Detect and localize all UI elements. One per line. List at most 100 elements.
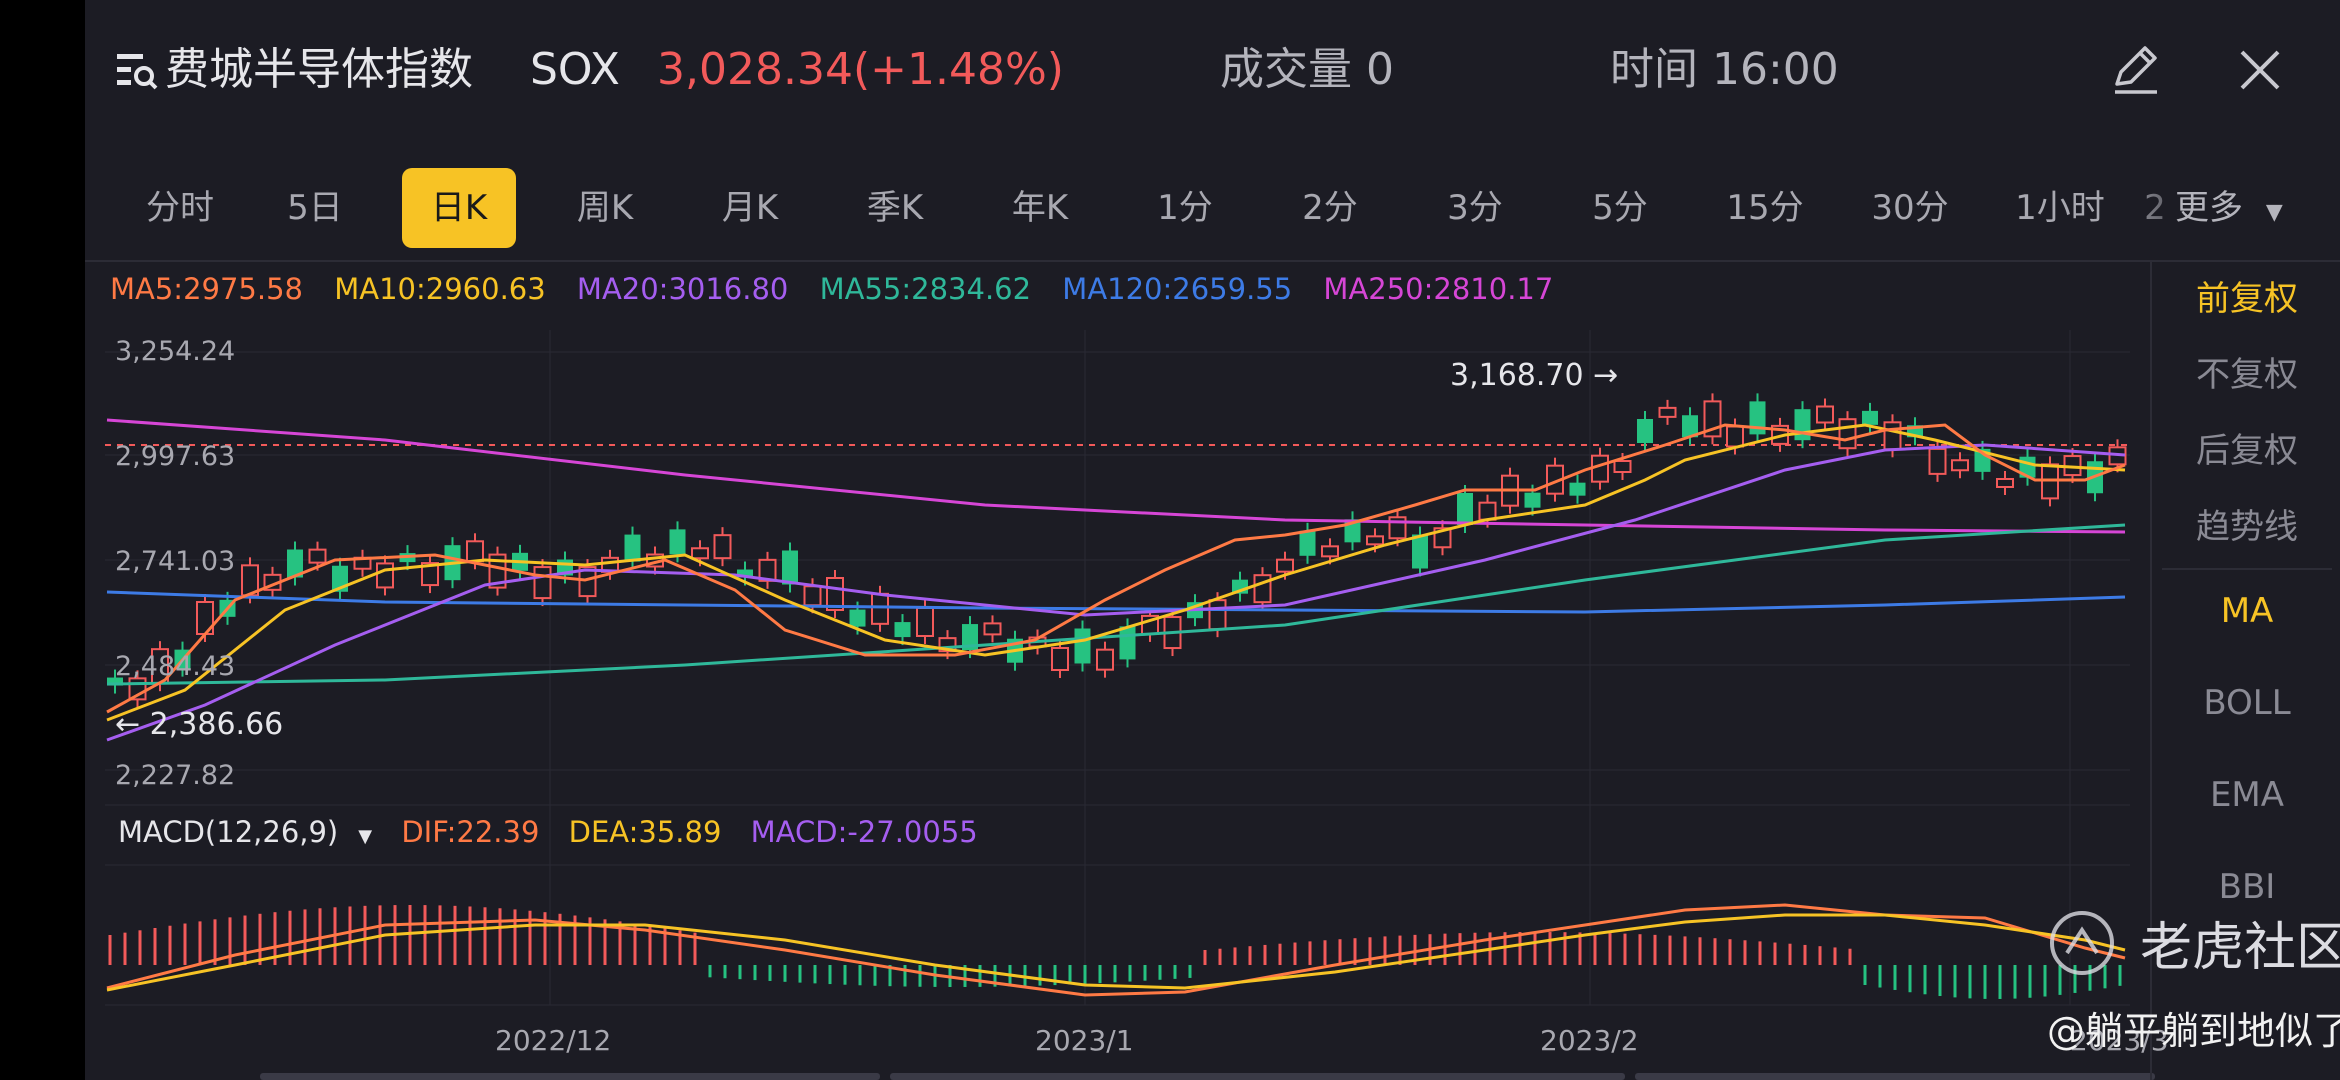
candle (669, 529, 686, 555)
tab-quarterly-k[interactable]: 季K (866, 188, 924, 228)
side-backward-adjust[interactable]: 后复权 (2196, 431, 2298, 471)
tab-daily-k[interactable]: 日K (402, 168, 516, 248)
tab-weekly-k[interactable]: 周K (576, 188, 634, 228)
scrollbar-segment[interactable] (890, 1073, 1625, 1080)
y-axis-label: 2,484.43 (115, 651, 236, 682)
candle (962, 624, 978, 651)
candle (1096, 648, 1114, 671)
candle (1928, 447, 1947, 475)
ma55-value: MA55:2834.62 (819, 272, 1032, 306)
side-ma[interactable]: MA (2220, 591, 2274, 631)
menu-search-icon[interactable] (115, 48, 159, 92)
tab-5min[interactable]: 5分 (1592, 188, 1648, 228)
side-boll[interactable]: BOLL (2203, 683, 2291, 723)
period-high-label: 3,168.70 → (1450, 358, 1619, 393)
candle (849, 609, 866, 627)
candle (421, 562, 439, 587)
candle (1838, 418, 1857, 450)
tab-15min[interactable]: 15分 (1726, 188, 1804, 228)
ma-legend: MA5:2975.58 MA10:2960.63 MA20:3016.80 MA… (110, 272, 1575, 306)
tab-30min[interactable]: 30分 (1871, 188, 1949, 228)
tab-yearly-k[interactable]: 年K (1011, 188, 1069, 228)
candle (782, 550, 798, 585)
ma250-line (106, 418, 2126, 534)
side-forward-adjust[interactable]: 前复权 (2196, 279, 2298, 319)
dea-value: DEA:35.89 (568, 815, 722, 849)
candle (1051, 647, 1069, 671)
candle (1321, 545, 1339, 558)
candle (1457, 493, 1473, 525)
candle (1412, 534, 1428, 569)
time-label: 时间 16:00 (1610, 44, 1839, 95)
candle (488, 553, 507, 589)
candle (533, 566, 552, 600)
tab-intraday[interactable]: 分时 (146, 188, 214, 228)
side-trendline[interactable]: 趋势线 (2196, 507, 2298, 547)
candle (1658, 406, 1677, 418)
candle (1074, 628, 1091, 664)
candle (1524, 492, 1541, 508)
x-axis-label: 2023/2 (1540, 1024, 1639, 1057)
tab-1min[interactable]: 1分 (1157, 188, 1213, 228)
scrollbar-segment[interactable] (1635, 1073, 2155, 1080)
tab-1hour[interactable]: 1小时 (2015, 188, 2105, 228)
candle (1299, 530, 1316, 556)
ma5-value: MA5:2975.58 (110, 272, 304, 306)
candle (1637, 419, 1653, 443)
candle (1569, 482, 1586, 496)
ma-lines (106, 418, 2126, 742)
x-axis-label: 2023/1 (1035, 1024, 1134, 1057)
watermark-brand: 老虎社区 (2140, 918, 2340, 978)
index-symbol: SOX (530, 44, 620, 95)
macd-legend[interactable]: MACD(12,26,9) ▼ DIF:22.39 DEA:35.89 MACD:… (118, 815, 998, 849)
quote-panel: 费城半导体指数 SOX 3,028.34(+1.48%) 成交量 0 时间 16… (85, 0, 2340, 1080)
candle (1478, 501, 1497, 521)
candle (1253, 574, 1272, 604)
candle (1366, 535, 1384, 546)
edit-icon[interactable] (2105, 40, 2165, 100)
close-icon[interactable] (2230, 40, 2290, 100)
y-axis-label: 3,254.24 (115, 336, 236, 367)
ma5-line (106, 423, 2126, 714)
tiger-logo-icon (2050, 911, 2114, 975)
tabs-fade (2135, 168, 2220, 252)
watermark-credit: @躺平躺到地似了 (2047, 1009, 2340, 1053)
macd-title: MACD(12,26,9) (118, 815, 339, 849)
chart-canvas[interactable] (85, 0, 2340, 1080)
side-no-adjust[interactable]: 不复权 (2196, 355, 2298, 395)
x-axis-label: 2022/12 (495, 1024, 612, 1057)
side-bbi[interactable]: BBI (2218, 867, 2276, 907)
candle (1682, 415, 1698, 438)
candle (1951, 459, 1969, 472)
x-axis-label: 2023/3 (2070, 1024, 2169, 1057)
ma120-line (106, 590, 2126, 614)
candle (871, 592, 889, 625)
candle (376, 562, 394, 589)
divider (85, 260, 2340, 262)
candles (107, 393, 2127, 708)
tab-5day[interactable]: 5日 (287, 188, 343, 228)
more-label: 更多 (2175, 188, 2243, 228)
scrollbar-segment[interactable] (260, 1073, 880, 1080)
period-tabs: 分时 5日 日K 周K 月K 季K 年K 1分 2分 3分 5分 15分 30分… (85, 168, 2340, 252)
candle (308, 548, 327, 564)
side-divider (2162, 568, 2332, 570)
tab-2min[interactable]: 2分 (1302, 188, 1358, 228)
macd-histogram (108, 905, 2122, 999)
ma10-line (106, 423, 2126, 722)
candle (1208, 599, 1227, 631)
candle (1996, 478, 2014, 488)
candle (107, 677, 123, 686)
candle (737, 569, 753, 578)
tab-monthly-k[interactable]: 月K (721, 188, 779, 228)
dea-line (106, 913, 2126, 992)
more-button[interactable]: 更多 ▼ (2175, 168, 2283, 248)
ma20-value: MA20:3016.80 (576, 272, 789, 306)
side-menu: 前复权 不复权 后复权 趋势线 MA BOLL EMA BBI (2150, 262, 2340, 1080)
tab-3min[interactable]: 3分 (1447, 188, 1503, 228)
ma20-line (106, 443, 2126, 742)
y-axis-label: 2,227.82 (115, 760, 236, 791)
candle (983, 622, 1002, 636)
macd-value: MACD:-27.0055 (750, 815, 978, 849)
side-ema[interactable]: EMA (2209, 775, 2285, 815)
